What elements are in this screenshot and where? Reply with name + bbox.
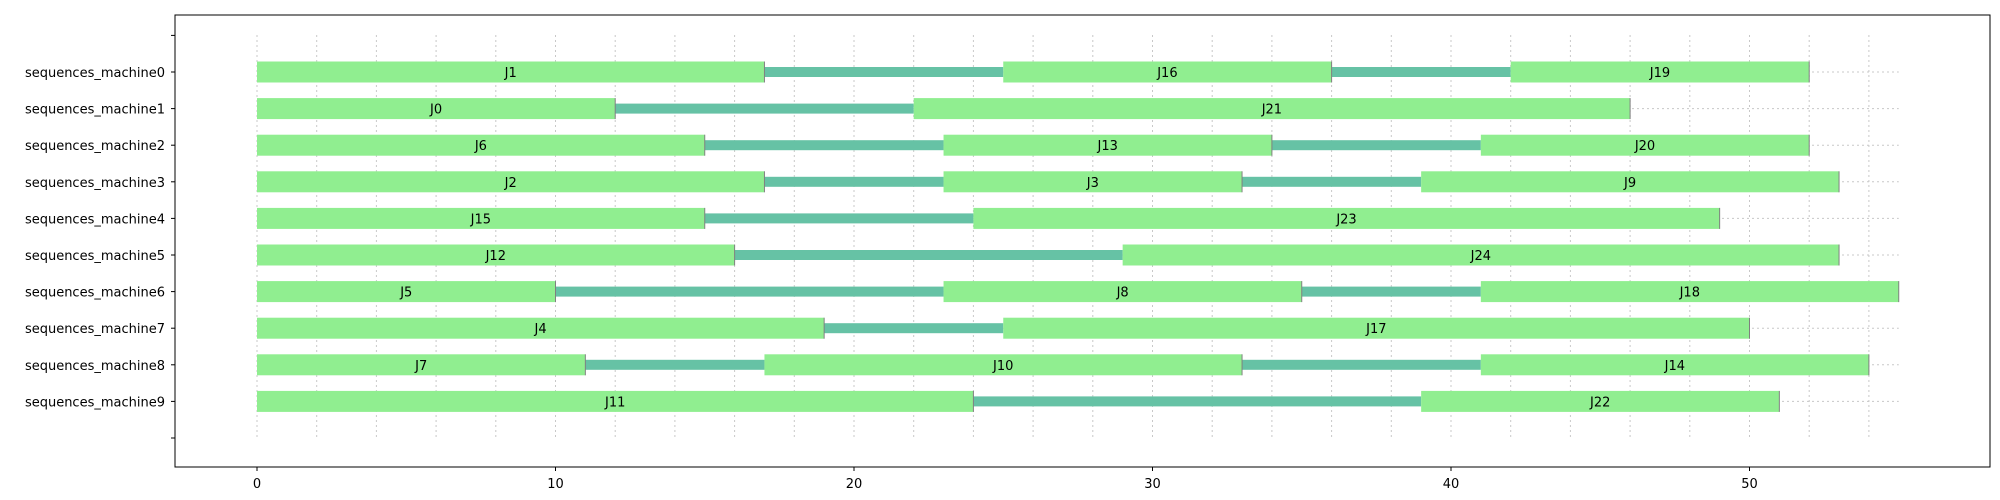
task-bar: [1122, 244, 1840, 266]
task-bar: [257, 61, 765, 83]
task-label: J7: [414, 359, 427, 374]
task-bar: [1421, 171, 1840, 193]
task-label: J9: [1623, 176, 1636, 191]
task-bar: [1003, 317, 1750, 339]
task-label: J0: [429, 103, 442, 118]
x-tick-label: 40: [1443, 477, 1460, 492]
y-tick-label: sequences_machine7: [25, 322, 165, 337]
task-label: J14: [1664, 359, 1685, 374]
task-bar: [943, 171, 1243, 193]
task-label: J20: [1634, 139, 1655, 154]
gap-bar: [764, 176, 944, 187]
y-tick-label: sequences_machine3: [25, 176, 165, 191]
y-tick-label: sequences_machine6: [25, 286, 165, 301]
task-bar: [1421, 390, 1780, 412]
task-bar: [913, 98, 1631, 120]
task-label: J17: [1365, 322, 1386, 337]
task-bar: [943, 134, 1272, 156]
task-label: J11: [604, 395, 625, 410]
task-label: J10: [992, 359, 1013, 374]
task-bar: [257, 390, 974, 412]
task-label: J23: [1335, 212, 1356, 227]
task-label: J12: [485, 249, 506, 264]
task-label: J13: [1097, 139, 1118, 154]
gap-bar: [1242, 176, 1422, 187]
task-bar: [764, 354, 1243, 376]
gap-bar: [1301, 286, 1481, 297]
gap-bar: [1271, 140, 1481, 151]
y-tick-label: sequences_machine2: [25, 139, 165, 154]
task-bar: [257, 244, 735, 266]
gap-bar: [824, 323, 1004, 334]
task-bar: [1510, 61, 1810, 83]
task-label: J2: [504, 176, 517, 191]
gap-bars: [555, 67, 1511, 407]
grid-layer: [256, 35, 1899, 439]
task-bar: [257, 354, 586, 376]
task-bar: [1480, 354, 1869, 376]
axes: sequences_machine0 sequences_machine1sequ…: [25, 34, 1758, 492]
task-bar: [257, 207, 705, 229]
gap-bar: [704, 140, 944, 151]
gap-bar: [615, 103, 914, 114]
task-label: J8: [1116, 286, 1129, 301]
task-label: J21: [1261, 103, 1282, 118]
task-label: J3: [1086, 176, 1099, 191]
task-bar: [1003, 61, 1332, 83]
task-label: J1: [504, 66, 517, 81]
task-label: J18: [1679, 286, 1700, 301]
gap-bar: [734, 250, 1123, 260]
task-label: J22: [1589, 395, 1610, 410]
y-tick-label: sequences_machine9: [25, 395, 165, 410]
x-tick-label: 30: [1144, 477, 1161, 492]
task-label: J15: [470, 212, 491, 227]
task-label: J19: [1649, 66, 1670, 81]
task-bar: [257, 281, 556, 303]
y-tick-label: sequences_machine4: [25, 212, 165, 227]
task-bar: [257, 98, 616, 120]
y-tick-label: sequences_machine1: [25, 103, 165, 118]
gap-bar: [555, 286, 944, 297]
task-bar: [257, 134, 705, 156]
task-label: J4: [534, 322, 547, 337]
y-tick-label: sequences_machine0: [25, 66, 165, 81]
x-tick-label: 20: [846, 477, 863, 492]
x-tick-label: 0: [253, 477, 261, 492]
task-bar: [257, 171, 765, 193]
gap-bar: [764, 67, 1004, 77]
gap-bar: [1242, 359, 1481, 370]
x-tick-label: 10: [547, 477, 564, 492]
task-bar: [943, 281, 1302, 303]
task-bar: [1480, 134, 1810, 156]
task-bar: [257, 317, 825, 339]
task-bar: [973, 207, 1720, 229]
task-label: J16: [1156, 66, 1177, 81]
task-label: J24: [1470, 249, 1491, 264]
y-tick-label: sequences_machine8: [25, 359, 165, 374]
task-bar: [1480, 281, 1899, 303]
gap-bar: [973, 396, 1422, 407]
y-tick-label: sequences_machine5: [25, 249, 165, 264]
plot-frame: [174, 14, 1991, 468]
gap-bar: [704, 213, 974, 224]
x-tick-label: 50: [1741, 477, 1758, 492]
task-label: J6: [474, 139, 487, 154]
task-label: J5: [399, 286, 412, 301]
task-bars: J1 J16 J19 J0 J21 J6 J13 J20 J2 J3 J9 J15 J23 J12 J24 J…: [257, 61, 1900, 412]
gap-bar: [1331, 67, 1511, 77]
gap-bar: [585, 359, 765, 370]
